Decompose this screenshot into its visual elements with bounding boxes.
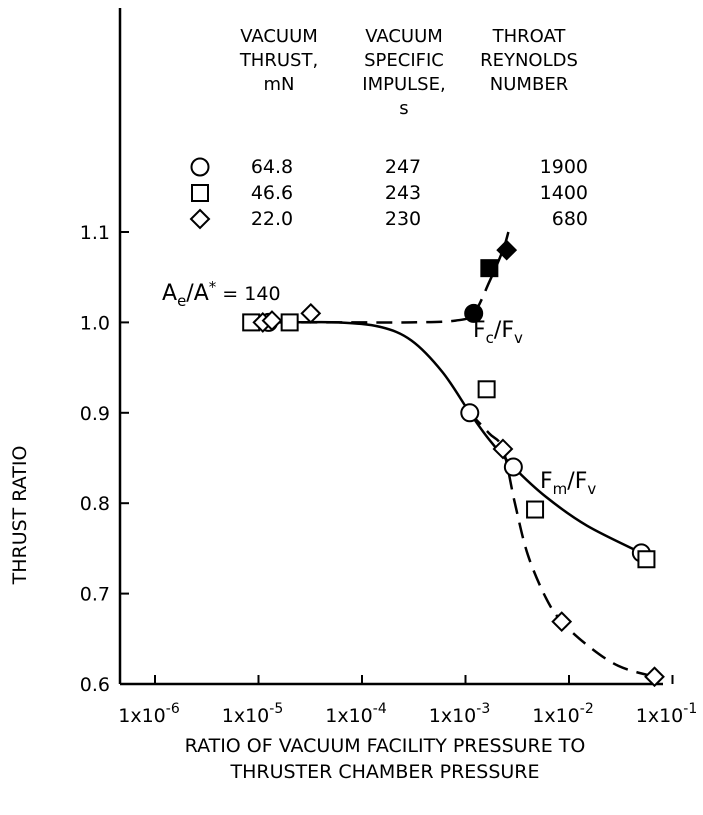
- ticks: 0.6 0.7 0.8 0.9 1.0 1.1 1x10-6 1x10-5 1x10-4 1x10…: [80, 222, 697, 727]
- open-square-point-1-2: [477, 380, 496, 399]
- legend-thrust-1: 46.6: [251, 182, 293, 204]
- curves: [251, 231, 655, 679]
- fm-sub: m: [553, 480, 568, 498]
- x-tick-label-3: 1x10-3: [429, 701, 490, 727]
- svg-text:Fm/Fv: Fm/Fv: [540, 469, 596, 498]
- legend-header-1-0: VACUUM: [365, 26, 443, 47]
- legend-diamond-marker: [189, 208, 211, 230]
- area-ratio-star: *: [209, 278, 217, 296]
- legend-thrust-2: 22.0: [251, 208, 293, 230]
- open-circle-point-0-1: [460, 403, 480, 423]
- open-square-point-1-4: [637, 550, 656, 569]
- y-tick-label-3: 0.9: [80, 403, 110, 425]
- y-tick-label-4: 1.0: [80, 312, 110, 334]
- filled-circle-point-3-0: [464, 303, 484, 323]
- legend-header-0-1: THRUST,: [239, 50, 318, 71]
- curve-label-fc-fv: Fc/Fv: [473, 318, 523, 347]
- open-diamond-point-2-2: [300, 302, 322, 324]
- open-square-point-1-3: [526, 500, 545, 519]
- x-tick-label-0: 1x10-6: [118, 701, 180, 727]
- y-tick-label-1: 0.7: [80, 584, 110, 606]
- open-diamond-point-2-4: [551, 611, 573, 633]
- legend-header-2-0: THROAT: [492, 26, 567, 47]
- open-square-point-1-1: [280, 313, 299, 332]
- fc-sub: c: [486, 329, 494, 347]
- legend-impulse-2: 230: [385, 208, 421, 230]
- legend-header-1-3: s: [399, 98, 408, 119]
- legend-header-1-1: SPECIFIC: [364, 50, 444, 71]
- area-ratio-value: = 140: [216, 283, 280, 305]
- legend-reynolds-1: 1400: [540, 182, 588, 204]
- data-points: [242, 239, 665, 688]
- y-tick-label-2: 0.8: [80, 493, 110, 515]
- legend-header-2-2: NUMBER: [490, 74, 568, 95]
- fc-sub-v: v: [514, 329, 523, 347]
- y-axis-title: THRUST RATIO: [9, 446, 31, 586]
- area-ratio-a: A: [162, 281, 177, 306]
- fm-sub-v: v: [587, 480, 596, 498]
- x-tick-label-1: 1x10-5: [222, 701, 283, 727]
- legend-thrust-0: 64.8: [251, 156, 293, 178]
- open-diamond-point-2-5: [644, 666, 665, 688]
- legend-header-1-2: IMPULSE,: [362, 74, 445, 95]
- legend-reynolds-2: 680: [552, 208, 588, 230]
- x-tick-label-5: 1x10-1: [636, 701, 697, 727]
- filled-diamond-point-5-0: [496, 239, 518, 261]
- x-tick-label-2: 1x10-4: [325, 701, 387, 727]
- legend-reynolds-0: 1900: [540, 156, 588, 178]
- open-circle-point-0-2: [503, 457, 523, 477]
- legend-impulse-1: 243: [385, 182, 421, 204]
- curve-2: [468, 411, 655, 679]
- x-axis-title-line1: RATIO OF VACUUM FACILITY PRESSURE TO: [185, 735, 586, 757]
- svg-text:Ae/A* = 140: Ae/A* = 140: [162, 278, 281, 310]
- curve-label-fm-fv: Fm/Fv: [540, 469, 596, 498]
- area-ratio-label: Ae/A* = 140: [162, 278, 281, 310]
- area-ratio-sub: e: [177, 292, 186, 310]
- legend-header-0-2: mN: [264, 74, 295, 95]
- open-diamond-point-2-1: [261, 310, 283, 332]
- filled-square-point-4-0: [480, 259, 499, 278]
- axes: [118, 8, 663, 686]
- area-ratio-slash: /A: [186, 281, 208, 306]
- svg-text:Fc/Fv: Fc/Fv: [473, 318, 523, 347]
- x-tick-label-4: 1x10-2: [532, 701, 593, 727]
- x-axis-title-line2: THRUSTER CHAMBER PRESSURE: [229, 761, 539, 783]
- curve-1: [289, 320, 642, 555]
- legend-header-2-1: REYNOLDS: [480, 50, 578, 71]
- legend-table: VACUUM THRUST, mN VACUUM SPECIFIC IMPULSE, s TH…: [189, 26, 588, 230]
- fc-slash: /F: [494, 318, 514, 343]
- fc-f: F: [473, 318, 486, 343]
- y-tick-label-5: 1.1: [80, 222, 110, 244]
- open-diamond-point-2-3: [492, 438, 514, 460]
- y-tick-label-0: 0.6: [80, 674, 110, 696]
- legend-square-marker: [191, 184, 209, 202]
- legend-impulse-0: 247: [385, 156, 421, 178]
- legend-header-0-0: VACUUM: [240, 26, 318, 47]
- curve-0: [251, 231, 510, 324]
- fm-slash: /F: [567, 469, 587, 494]
- fm-f: F: [540, 469, 553, 494]
- legend-circle-marker: [190, 157, 210, 177]
